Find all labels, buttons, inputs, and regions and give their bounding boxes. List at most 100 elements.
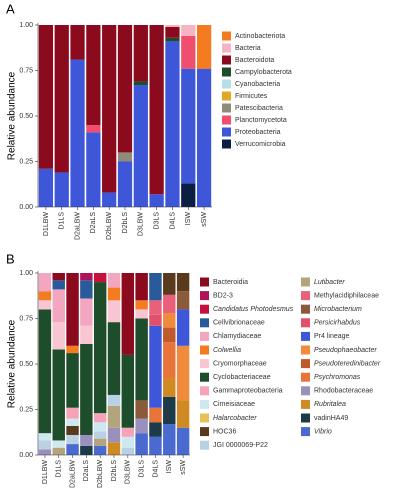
x-tick-label: D2bLBW bbox=[97, 460, 104, 488]
legend-swatch bbox=[301, 427, 310, 437]
legend-label: Planctomycetota bbox=[235, 117, 287, 124]
bar-segment bbox=[181, 183, 196, 207]
legend-swatch bbox=[222, 79, 231, 89]
bar-segment bbox=[149, 436, 162, 455]
legend-swatch bbox=[301, 372, 310, 382]
bar-segment bbox=[52, 280, 65, 290]
legend-label: Actinobacteriota bbox=[235, 33, 285, 40]
y-axis-title: Relative abundance bbox=[7, 71, 18, 160]
bar-segment bbox=[107, 427, 121, 443]
legend-label: JGI 0000069-P22 bbox=[213, 442, 268, 449]
legend-swatch bbox=[200, 304, 209, 314]
legend-swatch bbox=[222, 55, 231, 65]
legend-swatch bbox=[200, 427, 209, 437]
bar-segment bbox=[163, 396, 176, 425]
bar-segment bbox=[93, 438, 107, 446]
bar-segment bbox=[165, 37, 180, 42]
x-tick-label: D1LBW bbox=[43, 212, 50, 237]
y-tick-label: 0.25 bbox=[19, 158, 33, 165]
x-tick-label: D2bLS bbox=[122, 212, 129, 234]
bar-segment bbox=[149, 407, 162, 423]
legend-label: Cryomorphaceae bbox=[213, 360, 267, 367]
legend-swatch bbox=[222, 31, 231, 41]
bar-segment bbox=[117, 152, 133, 162]
bar-segment bbox=[163, 424, 176, 455]
y-tick-label: 0.75 bbox=[19, 67, 33, 74]
bar-segment bbox=[66, 425, 79, 435]
legend-label: Cyclobacteriaceae bbox=[213, 374, 271, 381]
legend-label: Rubritalea bbox=[314, 401, 346, 408]
legend-swatch bbox=[200, 291, 209, 301]
legend-swatch bbox=[301, 413, 310, 423]
legend-label: Candidatus Photodesmus bbox=[213, 306, 294, 313]
bar-segment bbox=[176, 309, 190, 346]
bar-segment bbox=[86, 125, 101, 133]
bar-segment bbox=[121, 427, 135, 437]
y-tick-label: 1.00 bbox=[19, 270, 33, 277]
x-tick-label: D2aLBW bbox=[69, 460, 76, 488]
legend-swatch bbox=[222, 139, 231, 149]
x-tick-label: D2aLBW bbox=[74, 212, 81, 240]
legend-label: BD2-3 bbox=[213, 292, 233, 299]
legend-swatch bbox=[200, 440, 209, 450]
bar-segment bbox=[107, 300, 121, 323]
bar-segment bbox=[117, 25, 133, 153]
bar-segment bbox=[196, 68, 212, 208]
legend-swatch bbox=[200, 318, 209, 328]
bar-segment bbox=[121, 354, 135, 428]
legend-swatch bbox=[200, 399, 209, 409]
bar-segment bbox=[107, 287, 121, 301]
bar-segment bbox=[38, 433, 52, 441]
y-tick-label: 0.50 bbox=[19, 113, 33, 120]
x-tick-label: D1LBW bbox=[42, 460, 49, 485]
bar-segment bbox=[135, 273, 148, 301]
legend-label: Cellvibrionaceae bbox=[213, 320, 265, 327]
legend-label: HOC36 bbox=[213, 428, 236, 435]
x-tick-label: D3LS bbox=[153, 212, 160, 230]
bar-segment bbox=[163, 327, 176, 343]
bar-segment bbox=[135, 433, 148, 455]
legend-swatch bbox=[200, 345, 209, 355]
bar-segment bbox=[163, 294, 176, 314]
bar-segment bbox=[102, 192, 117, 207]
x-tick-label: D2aLS bbox=[90, 212, 97, 234]
bar-segment bbox=[121, 447, 135, 455]
legend-swatch bbox=[301, 318, 310, 328]
legend-swatch bbox=[200, 331, 209, 341]
bar-segment bbox=[93, 445, 107, 455]
legend-label: Pr4 lineage bbox=[314, 333, 350, 340]
bar-segment bbox=[163, 273, 176, 295]
bar-segment bbox=[93, 431, 107, 439]
bar-segment bbox=[80, 325, 93, 344]
y-axis-title: Relative abundance bbox=[7, 319, 18, 408]
bar-segment bbox=[149, 273, 162, 301]
bar-segment bbox=[117, 161, 133, 207]
x-tick-label: sSW bbox=[201, 212, 208, 227]
legend-label: Firmicutes bbox=[235, 93, 268, 100]
bar-segment bbox=[86, 132, 101, 207]
x-tick-label: D3LBW bbox=[138, 212, 145, 237]
legend-swatch bbox=[200, 413, 209, 423]
bar-segment bbox=[52, 440, 65, 448]
bar-segment bbox=[196, 25, 212, 69]
bar-segment bbox=[107, 273, 121, 288]
bar-segment bbox=[102, 25, 117, 193]
x-tick-label: D1LS bbox=[56, 460, 63, 478]
bar-segment bbox=[66, 353, 79, 408]
bar-segment bbox=[149, 300, 162, 315]
bar-segment bbox=[163, 342, 176, 379]
x-tick-label: sSW bbox=[180, 460, 187, 475]
bar-segment bbox=[38, 25, 54, 169]
bar-segment bbox=[107, 394, 121, 406]
x-tick-label: D1LS bbox=[59, 212, 66, 230]
bar-segment bbox=[149, 314, 162, 326]
bar-segment bbox=[149, 25, 164, 195]
legend-label: Bacteroidia bbox=[213, 279, 248, 286]
bar-segment bbox=[133, 25, 148, 82]
legend-swatch bbox=[222, 67, 231, 77]
legend-label: Persicirhabdus bbox=[314, 320, 361, 327]
legend-swatch bbox=[301, 277, 310, 287]
bar-segment bbox=[80, 280, 93, 299]
legend-label: Cimeisiaceae bbox=[213, 401, 255, 408]
bar-segment bbox=[80, 273, 93, 281]
